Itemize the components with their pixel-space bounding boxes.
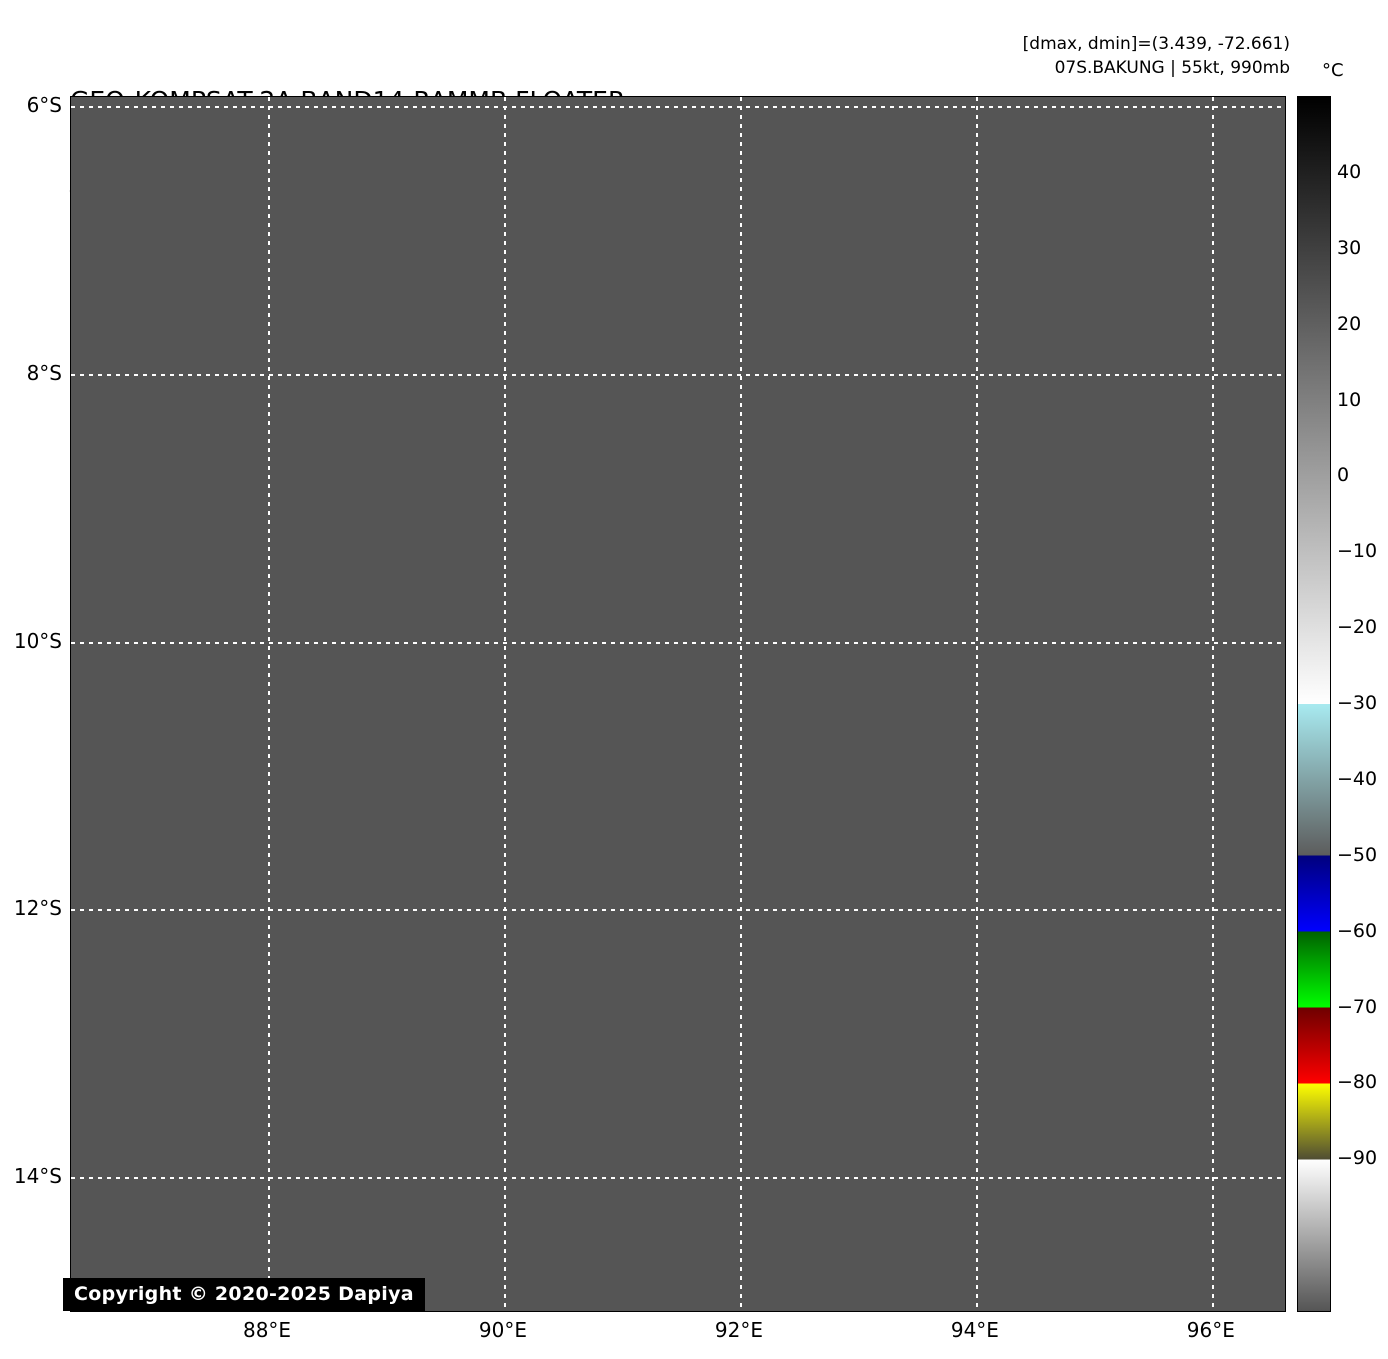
lat-tick-label-0: 6°S (26, 93, 62, 118)
lon-tick-label-3: 94°E (950, 1318, 999, 1342)
colorbar-tick-13: −90 (1337, 1147, 1378, 1170)
lon-tick-label-2: 92°E (714, 1318, 763, 1342)
colorbar-tick-5: −10 (1337, 540, 1378, 563)
dmax-dmin-readout: [dmax, dmin]=(3.439, -72.661) (1022, 34, 1290, 54)
storm-intensity-readout: 07S.BAKUNG | 55kt, 990mb (1054, 58, 1290, 78)
lon-tick-label-1: 90°E (478, 1318, 528, 1342)
colorbar-tick-1: 30 (1337, 236, 1362, 259)
colorbar-tick-7: −30 (1337, 692, 1378, 714)
copyright-banner: Copyright © 2020-2025 Dapiya (63, 1278, 425, 1311)
lat-tick-label-4: 14°S (13, 1164, 62, 1189)
colorbar-tick-10: −60 (1337, 919, 1378, 942)
colorbar-tick-9: −50 (1337, 843, 1378, 866)
colorbar-tick-12: −80 (1337, 1071, 1378, 1094)
colorbar-tick-0: 40 (1337, 160, 1362, 183)
metadata-block: [dmax, dmin]=(3.439, -72.661) 07S.BAKUNG… (1023, 32, 1290, 80)
colorbar-tick-8: −40 (1337, 767, 1378, 790)
colorbar-tick-6: −20 (1337, 616, 1378, 639)
colorbar-gradient (1298, 97, 1330, 1311)
satellite-image-panel[interactable] (70, 96, 1286, 1312)
satellite-infrared-image (71, 97, 1285, 1311)
lat-tick-label-2: 10°S (13, 628, 62, 653)
lat-tick-label-3: 12°S (13, 896, 62, 921)
lon-tick-label-0: 88°E (242, 1318, 292, 1342)
colorbar[interactable] (1297, 96, 1331, 1312)
colorbar-unit-label: °C (1322, 60, 1344, 81)
lon-tick-label-4: 96°E (1186, 1318, 1235, 1342)
colorbar-tick-3: 10 (1337, 388, 1362, 411)
lat-tick-label-1: 8°S (26, 361, 62, 386)
colorbar-tick-2: 20 (1337, 312, 1362, 335)
colorbar-tick-11: −70 (1337, 995, 1378, 1018)
colorbar-tick-4: 0 (1337, 464, 1350, 487)
